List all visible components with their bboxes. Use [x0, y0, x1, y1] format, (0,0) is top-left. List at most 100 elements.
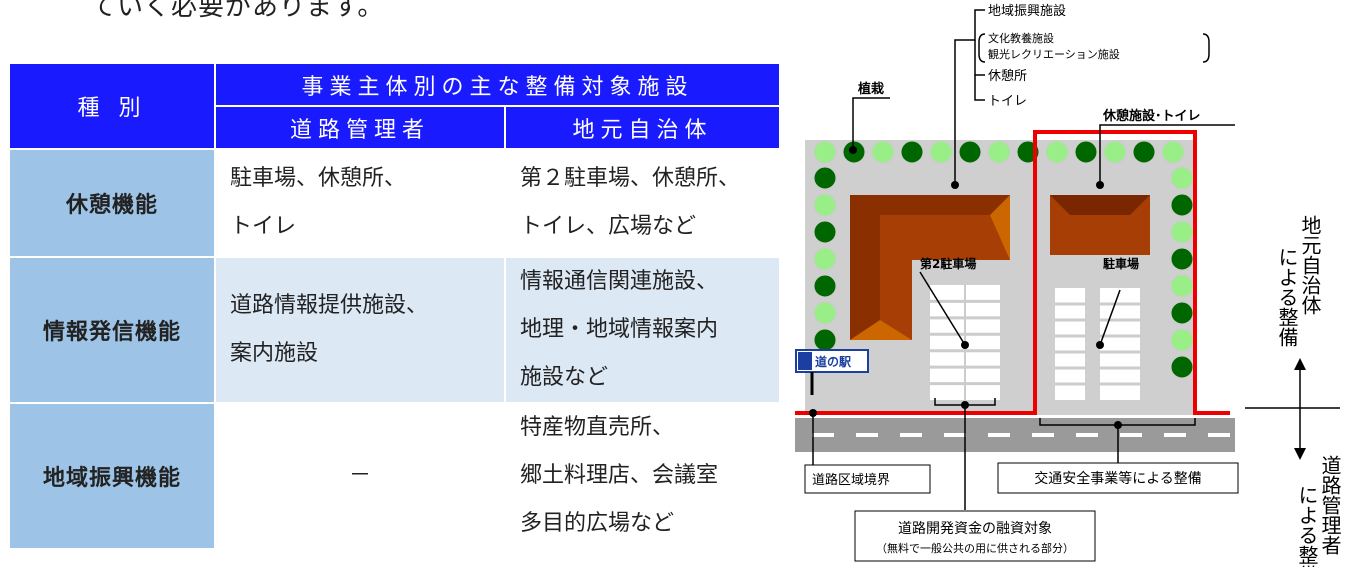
side-label: 地元自治体	[1298, 215, 1322, 315]
label: 休憩施設･トイレ	[1102, 108, 1201, 124]
cell-line: 情報通信関連施設、	[520, 269, 719, 294]
label: 観光レクリエーション施設	[988, 47, 1120, 61]
label-box	[854, 510, 1096, 562]
road-cell: 駐車場、休憩所、 トイレ	[214, 148, 506, 258]
tree	[1170, 247, 1194, 271]
station-icon	[798, 352, 812, 370]
row-kind: 休憩機能	[8, 148, 216, 258]
tree	[813, 166, 837, 190]
label: トイレ	[988, 94, 1027, 109]
header-local: 地元自治体	[504, 105, 781, 150]
header-road: 道路管理者	[214, 105, 506, 150]
row-kind: 地域振興機能	[8, 402, 216, 550]
dash	[1208, 433, 1230, 437]
tree	[1170, 328, 1194, 352]
cell-line: 駐車場、休憩所、	[230, 166, 407, 191]
dash	[1076, 433, 1098, 437]
cell-line: 案内施設	[230, 341, 319, 366]
site-diagram: 地域振興施設 文化教養施設 観光レクリエーション施設 休憩所 トイレ 植栽 休憩…	[795, 3, 1342, 567]
label: 植栽	[857, 81, 884, 97]
tree	[1103, 140, 1127, 164]
label-box	[997, 462, 1239, 494]
label: 文化教養施設	[988, 31, 1054, 45]
cell-line: トイレ、広場など	[520, 214, 697, 239]
cell-line: 道路情報提供施設、	[230, 293, 429, 318]
leader-lines	[812, 9, 1340, 510]
tree	[1132, 140, 1156, 164]
station-sign	[795, 349, 869, 373]
tree	[958, 140, 982, 164]
dash	[900, 433, 922, 437]
label: 道路開発資金の融資対象	[898, 521, 1052, 537]
tree	[813, 140, 837, 164]
lane-dashes	[812, 433, 1230, 437]
cell-line: 特産物直売所、	[520, 415, 675, 440]
local-cell: 第２駐車場、休憩所、 トイレ、広場など	[504, 148, 781, 258]
label: （無料で一般公共の用に供される部分）	[876, 541, 1074, 555]
arrow-down	[1294, 448, 1306, 460]
road-cell: －	[214, 402, 506, 550]
tree	[1074, 140, 1098, 164]
dash	[856, 433, 878, 437]
boundary-line	[795, 130, 1230, 415]
row-kind: 情報発信機能	[8, 256, 216, 404]
label: 休憩所	[988, 68, 1027, 84]
tree	[813, 328, 837, 352]
label: 第2駐車場	[920, 256, 976, 271]
label: 交通安全事業等による整備	[1034, 470, 1202, 487]
tree	[813, 247, 837, 271]
tree	[1170, 166, 1194, 190]
dash	[988, 433, 1010, 437]
tree	[1170, 301, 1194, 325]
dash	[1164, 433, 1186, 437]
parking-lot	[1055, 288, 1085, 400]
tree	[1170, 193, 1194, 217]
tree	[813, 274, 837, 298]
building-roof	[850, 195, 1010, 340]
label-box	[804, 464, 931, 494]
arrow-up	[1294, 358, 1306, 370]
tree	[871, 140, 895, 164]
side-label: による整備	[1275, 247, 1299, 347]
building-roof	[1050, 195, 1150, 215]
tree	[813, 220, 837, 244]
cell-line: トイレ	[230, 214, 297, 239]
tree	[1170, 220, 1194, 244]
tree	[1045, 140, 1069, 164]
leader-dots	[809, 146, 1122, 429]
building-roof	[880, 215, 1010, 340]
tree	[929, 140, 953, 164]
tree	[900, 140, 924, 164]
header-group: 事業主体別の主な整備対象施設	[214, 62, 781, 107]
intro-text: ていく必要があります。	[90, 0, 385, 22]
cell-line: －	[348, 463, 371, 488]
tree	[1170, 274, 1194, 298]
dash	[1032, 433, 1054, 437]
cell-line: 地理・地域情報案内	[520, 317, 719, 342]
tree	[1161, 140, 1185, 164]
header-kind: 種 別	[8, 62, 216, 150]
cell-line: 第２駐車場、休憩所、	[520, 166, 741, 191]
local-cell: 特産物直売所、郷土料理店、会議室 多目的広場など	[504, 402, 781, 550]
parking-lot	[1100, 288, 1140, 400]
tree	[813, 193, 837, 217]
facility-table: 種 別 事業主体別の主な整備対象施設 道路管理者 地元自治体 休憩機能 駐車場、…	[8, 62, 781, 550]
tree	[1170, 355, 1194, 379]
tree	[987, 140, 1011, 164]
label: 道の駅	[815, 354, 852, 369]
cell-line: 多目的広場など	[520, 511, 675, 536]
road-cell: 道路情報提供施設、 案内施設	[214, 256, 506, 404]
label: 地域振興施設	[988, 3, 1066, 19]
cell-line: 施設など	[520, 365, 609, 390]
local-cell: 情報通信関連施設、 地理・地域情報案内 施設など	[504, 256, 781, 404]
label: 道路区域境界	[812, 472, 890, 488]
side-label: 道路管理者	[1318, 455, 1342, 555]
cell-line: 郷土料理店、会議室	[520, 463, 719, 488]
dash	[944, 433, 966, 437]
dash	[812, 433, 834, 437]
side-label: による整備	[1295, 485, 1319, 567]
dash	[1120, 433, 1142, 437]
tree	[813, 301, 837, 325]
label: 駐車場	[1103, 256, 1139, 271]
